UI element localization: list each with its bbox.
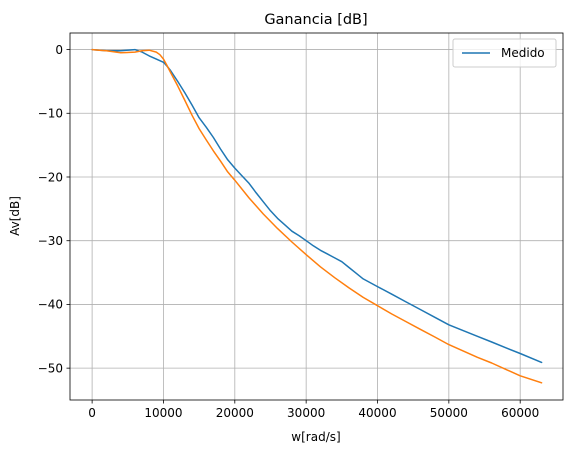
chart-title: Ganancia [dB]	[264, 12, 367, 28]
y-axis-title: Av[dB]	[8, 196, 22, 236]
x-tick-label: 20000	[216, 406, 254, 420]
x-axis-title: w[rad/s]	[291, 430, 340, 444]
y-axis-ticks: 0 −10 −20 −30 −40 −50	[38, 43, 70, 375]
x-tick-label: 50000	[430, 406, 468, 420]
x-tick-label: 40000	[358, 406, 396, 420]
y-tick-label: −50	[38, 361, 63, 375]
y-tick-label: 0	[55, 43, 63, 57]
legend-box	[452, 38, 557, 68]
legend-label-medido: Medido	[501, 46, 545, 60]
plot-lines	[91, 48, 543, 384]
y-tick-label: −20	[38, 170, 63, 184]
plot-area-frame	[69, 32, 564, 401]
x-tick-label: 10000	[144, 406, 182, 420]
grid	[70, 33, 563, 400]
x-axis-ticks: 0 10000 20000 30000 40000 50000 60000	[88, 400, 539, 420]
y-tick-label: −10	[38, 107, 63, 121]
x-tick-label: 0	[88, 406, 96, 420]
legend: Medido	[452, 38, 557, 68]
y-tick-label: −30	[38, 234, 63, 248]
y-tick-label: −40	[38, 298, 63, 312]
x-tick-label: 60000	[501, 406, 539, 420]
x-tick-label: 30000	[287, 406, 325, 420]
series-line-2	[91, 48, 543, 384]
